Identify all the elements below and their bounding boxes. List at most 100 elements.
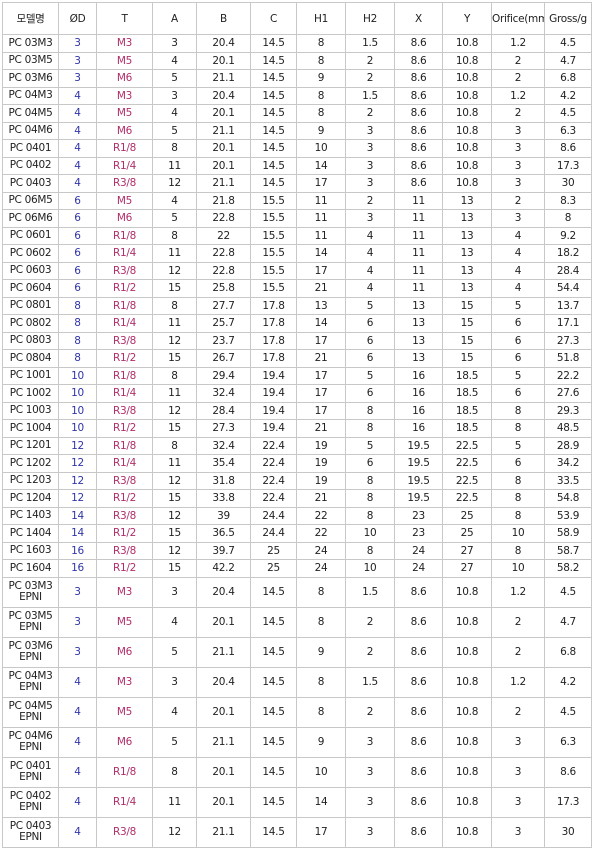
cell-x: 8.6: [394, 139, 443, 158]
cell-orifice: 5: [491, 366, 545, 385]
cell-a: 12: [152, 401, 197, 420]
cell-od: 16: [58, 541, 97, 560]
cell-gross: 8.6: [544, 139, 592, 158]
cell-a: 8: [152, 226, 197, 245]
cell-y: 10.8: [442, 576, 492, 608]
cell-gross: 58.9: [544, 524, 592, 543]
cell-h1: 17: [296, 816, 346, 848]
table-row: PC 0801 8 R1/8 8 27.7 17.8 13 5 13 15 5 13.7: [2, 296, 592, 315]
cell-y: 22.5: [442, 489, 492, 508]
cell-c: 14.5: [250, 121, 297, 140]
cell-orifice: 6: [491, 314, 545, 333]
table-row: PC 0402 EPNI 4 R1/4 11 20.1 14.5 14 3 8.6 10.8 3 17…: [2, 786, 592, 818]
cell-thread: R3/8: [96, 471, 153, 490]
cell-b: 25.8: [196, 279, 251, 298]
cell-b: 32.4: [196, 436, 251, 455]
cell-model: PC 04M5: [2, 104, 59, 123]
cell-model: PC 0803: [2, 331, 59, 350]
cell-y: 10.8: [442, 636, 492, 668]
cell-x: 8.6: [394, 51, 443, 70]
cell-thread: R3/8: [96, 816, 153, 848]
cell-od: 3: [58, 51, 97, 70]
cell-h1: 10: [296, 756, 346, 788]
cell-c: 14.5: [250, 606, 297, 638]
cell-model: PC 0604: [2, 279, 59, 298]
table-row: PC 1603 16 R3/8 12 39.7 25 24 8 24 27 8 58.7: [2, 541, 592, 560]
header-gross: Gross/g: [544, 2, 592, 35]
cell-thread: M5: [96, 104, 153, 123]
cell-h2: 3: [345, 756, 395, 788]
cell-od: 4: [58, 86, 97, 105]
cell-model: PC 0802: [2, 314, 59, 333]
cell-model: PC 0801: [2, 296, 59, 315]
cell-c: 15.5: [250, 226, 297, 245]
cell-od: 3: [58, 606, 97, 638]
cell-h2: 2: [345, 606, 395, 638]
cell-b: 33.8: [196, 489, 251, 508]
cell-c: 14.5: [250, 104, 297, 123]
cell-od: 6: [58, 191, 97, 210]
cell-a: 5: [152, 121, 197, 140]
cell-x: 8.6: [394, 104, 443, 123]
cell-h2: 1.5: [345, 86, 395, 105]
table-row: PC 03M3 EPNI 3 M3 3 20.4 14.5 8 1.5 8.6 10.8 1.2 4.…: [2, 576, 592, 608]
cell-y: 18.5: [442, 401, 492, 420]
cell-orifice: 2: [491, 636, 545, 668]
table-row: PC 04M3 EPNI 4 M3 3 20.4 14.5 8 1.5 8.6 10.8 1.2 4.…: [2, 666, 592, 698]
cell-orifice: 6: [491, 384, 545, 403]
cell-a: 11: [152, 314, 197, 333]
table-row: PC 03M5 EPNI 3 M5 4 20.1 14.5 8 2 8.6 10.8 2 4.7: [2, 606, 592, 638]
cell-x: 23: [394, 506, 443, 525]
header-h2: H2: [345, 2, 395, 35]
cell-h1: 14: [296, 156, 346, 175]
cell-h1: 17: [296, 174, 346, 193]
cell-model: PC 1003: [2, 401, 59, 420]
cell-thread: R1/8: [96, 436, 153, 455]
cell-orifice: 5: [491, 436, 545, 455]
cell-gross: 4.5: [544, 576, 592, 608]
cell-y: 10.8: [442, 86, 492, 105]
cell-h1: 17: [296, 384, 346, 403]
cell-x: 19.5: [394, 454, 443, 473]
cell-gross: 27.3: [544, 331, 592, 350]
cell-model: PC 03M3: [2, 34, 59, 53]
cell-gross: 30: [544, 174, 592, 193]
header-b: B: [196, 2, 251, 35]
cell-gross: 8: [544, 209, 592, 228]
cell-y: 10.8: [442, 156, 492, 175]
cell-y: 10.8: [442, 139, 492, 158]
cell-h2: 10: [345, 524, 395, 543]
cell-y: 15: [442, 314, 492, 333]
cell-h2: 2: [345, 51, 395, 70]
cell-h2: 2: [345, 636, 395, 668]
cell-od: 12: [58, 489, 97, 508]
cell-h2: 8: [345, 471, 395, 490]
cell-b: 21.1: [196, 69, 251, 88]
cell-x: 8.6: [394, 121, 443, 140]
table-row: PC 1403 14 R3/8 12 39 24.4 22 8 23 25 8 53.9: [2, 506, 592, 525]
cell-orifice: 5: [491, 296, 545, 315]
cell-c: 15.5: [250, 261, 297, 280]
table-row: PC 04M6 4 M6 5 21.1 14.5 9 3 8.6 10.8 3 6.3: [2, 121, 592, 140]
cell-a: 5: [152, 636, 197, 668]
cell-c: 14.5: [250, 786, 297, 818]
cell-od: 3: [58, 34, 97, 53]
cell-b: 20.1: [196, 139, 251, 158]
cell-thread: R1/4: [96, 244, 153, 263]
cell-a: 12: [152, 541, 197, 560]
cell-model: PC 03M5: [2, 51, 59, 70]
cell-y: 18.5: [442, 419, 492, 438]
cell-b: 39: [196, 506, 251, 525]
header-x: X: [394, 2, 443, 35]
cell-a: 3: [152, 86, 197, 105]
cell-y: 22.5: [442, 471, 492, 490]
cell-od: 12: [58, 454, 97, 473]
cell-h2: 6: [345, 454, 395, 473]
cell-gross: 51.8: [544, 349, 592, 368]
cell-thread: M5: [96, 696, 153, 728]
cell-h2: 3: [345, 174, 395, 193]
cell-od: 6: [58, 279, 97, 298]
cell-model: PC 03M5 EPNI: [2, 606, 59, 638]
cell-gross: 4.2: [544, 666, 592, 698]
cell-thread: M3: [96, 666, 153, 698]
